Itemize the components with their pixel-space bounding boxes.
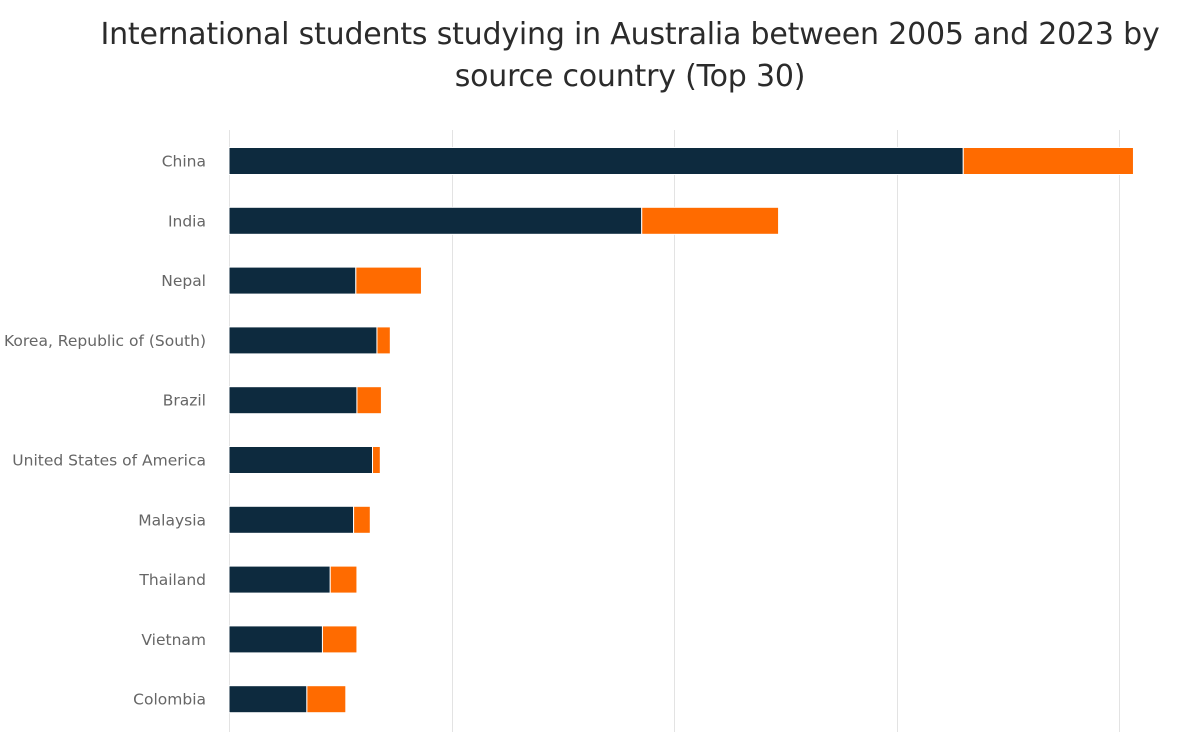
category-label: Vietnam	[141, 631, 206, 649]
bar-segment-series-2	[356, 386, 382, 415]
category-label: Malaysia	[138, 511, 206, 529]
category-label: Thailand	[138, 571, 206, 589]
bar-segment-series-1	[228, 505, 355, 534]
bar-segment-series-2	[355, 266, 422, 295]
chart-title: International students studying in Austr…	[100, 17, 1160, 94]
bar-segment-series-1	[228, 326, 378, 355]
bar-segment-series-2	[321, 625, 358, 654]
bar-segment-series-2	[306, 685, 347, 714]
bar-segment-series-2	[376, 326, 391, 355]
category-label: Korea, Republic of (South)	[4, 332, 206, 350]
category-label: Colombia	[133, 691, 206, 709]
bar-segment-series-2	[353, 505, 371, 534]
bar-segment-series-1	[228, 685, 308, 714]
bar-segment-series-1	[228, 565, 331, 594]
bar-segment-series-2	[962, 147, 1134, 175]
bars	[228, 147, 1134, 714]
category-axis-labels: China India Nepal Korea, Republic of (South…	[4, 153, 206, 709]
bar-segment-series-2	[641, 206, 780, 235]
bar-segment-series-1	[228, 625, 323, 654]
bar-segment-series-2	[329, 565, 358, 594]
bar-segment-series-1	[228, 386, 358, 415]
category-label: Brazil	[163, 392, 206, 410]
bar-segment-series-1	[228, 206, 643, 235]
bar-segment-series-1	[228, 266, 357, 295]
category-label: India	[168, 212, 206, 230]
category-label: China	[162, 153, 206, 171]
bar-segment-series-1	[228, 446, 374, 474]
category-label: United States of America	[12, 452, 206, 470]
bar-segment-series-2	[372, 446, 381, 474]
category-label: Nepal	[161, 272, 206, 290]
bar-segment-series-1	[228, 147, 964, 175]
